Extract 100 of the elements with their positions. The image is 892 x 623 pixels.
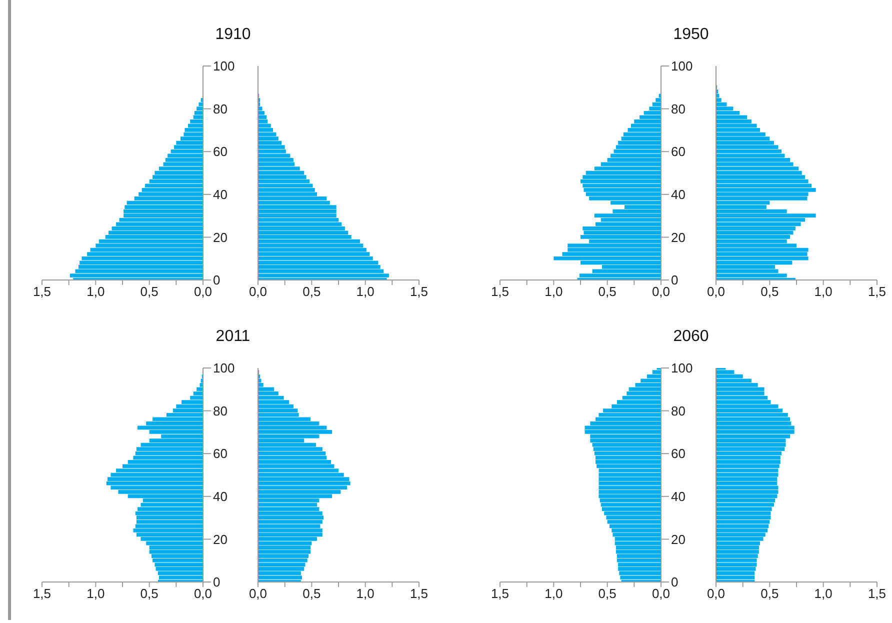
bar xyxy=(716,562,757,567)
bar xyxy=(586,192,661,196)
bar xyxy=(258,230,348,235)
bar xyxy=(135,511,203,516)
bar xyxy=(258,408,298,413)
x-tick-label: 1,5 xyxy=(32,284,52,300)
bar xyxy=(600,498,661,502)
bar xyxy=(716,124,757,128)
bar xyxy=(716,230,794,235)
bar xyxy=(628,128,661,132)
bar xyxy=(138,507,203,511)
bar xyxy=(194,110,203,115)
x-tick-label: 0,0 xyxy=(248,284,268,300)
x-tick-label: 1,0 xyxy=(356,586,374,602)
bar xyxy=(140,537,203,541)
bar xyxy=(154,170,203,175)
y-tick-label: 100 xyxy=(671,58,693,74)
bar xyxy=(716,490,778,494)
bar xyxy=(594,451,661,456)
bar xyxy=(716,392,764,396)
bar xyxy=(258,430,332,434)
x-tick-label: 0,5 xyxy=(760,586,779,602)
bar xyxy=(716,456,780,460)
x-tick-label: 1,5 xyxy=(410,586,428,602)
bar xyxy=(716,430,794,434)
chart-title: 1910 xyxy=(214,26,252,44)
bar xyxy=(598,490,661,494)
bar xyxy=(584,188,661,192)
bar xyxy=(135,451,203,456)
y-tick-label: 80 xyxy=(671,101,686,116)
bar xyxy=(140,502,203,507)
bar xyxy=(258,486,348,490)
bar xyxy=(106,481,203,486)
bar xyxy=(151,554,203,558)
x-tick-label: 1,0 xyxy=(86,284,105,300)
bar xyxy=(716,511,771,516)
bar xyxy=(149,179,203,184)
bar xyxy=(258,209,336,214)
bar xyxy=(158,576,203,580)
y-tick-label: 20 xyxy=(213,532,228,547)
bar xyxy=(616,145,661,150)
x-tick-label: 1,0 xyxy=(356,284,374,300)
bar xyxy=(258,205,336,209)
bar xyxy=(616,550,661,554)
bar xyxy=(620,576,661,580)
bar xyxy=(598,468,661,472)
bar xyxy=(258,166,300,170)
bar xyxy=(136,532,203,537)
bar xyxy=(258,532,322,537)
x-tick-label: 0,5 xyxy=(140,284,158,300)
bar xyxy=(598,481,661,486)
x-tick-label: 0,0 xyxy=(248,586,268,602)
bar xyxy=(258,196,327,200)
bar xyxy=(258,524,320,528)
bar xyxy=(98,239,203,244)
bar xyxy=(258,451,326,456)
bar xyxy=(716,532,766,537)
bar xyxy=(606,516,661,520)
bar xyxy=(258,239,360,244)
bar xyxy=(140,442,203,447)
bar xyxy=(580,235,661,239)
y-tick-label: 40 xyxy=(213,489,228,504)
bar xyxy=(716,248,808,252)
bar xyxy=(589,196,661,200)
bar xyxy=(176,140,203,145)
bar xyxy=(716,494,778,498)
bar xyxy=(80,260,203,265)
x-tick-label: 0,0 xyxy=(194,586,212,602)
bar xyxy=(716,507,772,511)
bar xyxy=(716,434,790,438)
bar xyxy=(592,442,661,447)
bar xyxy=(614,149,661,154)
bar xyxy=(258,260,378,265)
bar xyxy=(145,184,203,188)
y-tick-label: 60 xyxy=(671,144,686,160)
bar xyxy=(716,115,748,120)
x-tick-label: 0,5 xyxy=(302,284,321,300)
bar xyxy=(716,554,758,558)
bar xyxy=(716,451,782,456)
x-tick-label: 0,5 xyxy=(598,586,616,602)
bar xyxy=(193,392,203,396)
bar xyxy=(174,145,203,150)
x-tick-label: 1,5 xyxy=(32,586,52,602)
bar xyxy=(716,516,771,520)
bar xyxy=(614,537,661,541)
bar xyxy=(716,472,778,477)
bar xyxy=(136,516,203,520)
bar xyxy=(258,502,318,507)
bar xyxy=(598,494,661,498)
x-tick-label: 0,0 xyxy=(652,284,670,300)
bar xyxy=(258,140,282,145)
y-tick-label: 20 xyxy=(213,230,228,245)
bar xyxy=(90,248,203,252)
bar xyxy=(612,532,661,537)
bar xyxy=(580,179,661,184)
bar xyxy=(258,511,322,516)
bar xyxy=(158,571,203,576)
bar xyxy=(716,502,774,507)
x-tick-label: 1,5 xyxy=(490,284,510,300)
bar xyxy=(716,558,757,562)
